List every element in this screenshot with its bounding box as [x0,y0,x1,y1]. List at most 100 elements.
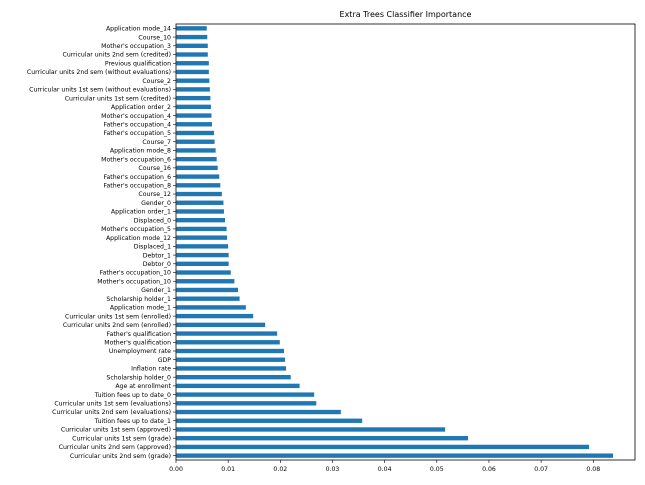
bar [176,392,315,397]
bar [176,313,254,319]
bar [176,331,278,336]
y-tick-label: Tuition fees up to date_0 [94,392,171,399]
bar [176,95,211,101]
y-tick-label: Father's qualification [107,331,171,338]
y-tick-label: Curricular units 2nd sem (grade) [70,453,171,460]
bar [176,340,280,345]
y-tick-label: Course_10 [138,34,171,41]
bar [176,34,208,40]
bar [176,357,285,362]
x-tick-label: 0.04 [378,466,392,473]
bars-layer [176,26,614,458]
bar [176,165,218,171]
plot-frame [175,23,636,461]
y-tick-label: Application order_1 [111,209,171,216]
y-tick-label: Inflation rate [131,366,171,373]
y-tick-label: Gender_0 [141,200,171,207]
bar [176,191,222,197]
y-tick-label: Age at enrollment [115,383,171,390]
y-tick-label: Course_7 [142,139,171,146]
y-tick-label: Scholarship holder_1 [106,296,171,303]
y-tick-label: Curricular units 1st sem (credited) [65,95,171,102]
bar [176,453,614,458]
bar [176,296,240,301]
y-tick-label: Father's occupation_4 [104,121,172,128]
bar [176,226,227,232]
y-tick-label: Mother's occupation_6 [101,156,171,163]
bar [176,139,215,144]
bar [176,436,469,441]
x-tick-label: 0.06 [482,466,496,473]
bar [176,279,235,284]
bar [176,130,215,136]
bar [176,444,590,450]
bar [176,270,231,275]
y-tick-label: Unemployment rate [109,348,171,355]
y-tick-label: Curricular units 1st sem (approved) [61,427,171,434]
y-tick-label: Curricular units 1st sem (grade) [72,435,171,442]
bar [176,409,341,415]
y-tick-label: Displaced_0 [134,217,171,224]
bar [176,156,217,162]
y-tick-label: Course_16 [138,165,171,172]
x-tick-label: 0.02 [273,466,287,473]
bar [176,174,220,179]
y-tick-label: Father's occupation_8 [104,183,172,190]
y-tick-label: Father's occupation_10 [100,270,171,277]
bar [176,383,300,389]
y-tick-label: Gender_1 [141,287,171,294]
bar [176,26,207,31]
bar [176,69,209,75]
y-tick-label: Course_2 [142,78,171,85]
y-tick-label: Application mode_14 [106,26,171,33]
y-tick-label: Debtor_1 [143,252,171,259]
y-tick-label: Previous qualification [105,60,171,67]
bar [176,183,221,188]
bar [176,244,229,249]
bar [176,209,224,214]
y-tick-label: Tuition fees up to date_1 [94,418,171,425]
y-tick-label: Curricular units 1st sem (without evalua… [29,87,171,94]
bar [176,322,266,328]
y-tick-label: Father's occupation_5 [104,130,172,137]
x-tick-label: 0.03 [326,466,340,473]
y-tick-label: Curricular units 2nd sem (approved) [59,444,171,451]
y-tick-label: Curricular units 1st sem (evaluations) [54,401,171,408]
y-tick-label: Application mode_12 [106,235,171,242]
y-tick-label: Displaced_1 [134,244,171,251]
x-tick-label: 0.05 [430,466,444,473]
bar [176,235,228,240]
y-tick-label: Father's occupation_6 [104,174,172,181]
y-tick-label: Application mode_8 [110,148,171,155]
bar [176,374,291,380]
y-tick-label: Scholarship holder_0 [106,374,171,381]
bar [176,252,229,258]
y-tick-label: GDP [158,357,172,364]
x-tick-label: 0.07 [534,466,548,473]
y-tick-label: Mother's occupation_3 [101,43,171,50]
bar [176,427,446,432]
bar [176,200,224,205]
chart-title: Extra Trees Classifier Importance [340,10,472,19]
bar [176,305,246,310]
y-tick-label: Curricular units 1st sem (enrolled) [65,313,171,320]
bar [176,366,287,371]
bar [176,61,209,66]
bar [176,261,229,266]
y-tick-label: Curricular units 2nd sem (enrolled) [63,322,171,329]
bar [176,287,239,293]
x-tick-label: 0.08 [586,466,600,473]
y-tick-label: Curricular units 2nd sem (credited) [63,52,172,59]
y-tick-label: Mother's occupation_10 [97,278,171,285]
y-tick-label: Application order_2 [111,104,171,111]
y-tick-label: Debtor_0 [143,261,171,268]
bar [176,104,211,110]
y-tick-label: Mother's occupation_5 [101,226,171,233]
bar [176,401,317,406]
y-tick-label: Course_12 [138,191,171,198]
x-axis: 0.00 0.01 0.02 0.03 0.04 0.05 0.06 0.07 0.08 [169,460,600,473]
x-tick-label: 0.00 [169,466,183,473]
y-tick-label: Mother's qualification [104,339,171,346]
x-tick-label: 0.01 [221,466,235,473]
